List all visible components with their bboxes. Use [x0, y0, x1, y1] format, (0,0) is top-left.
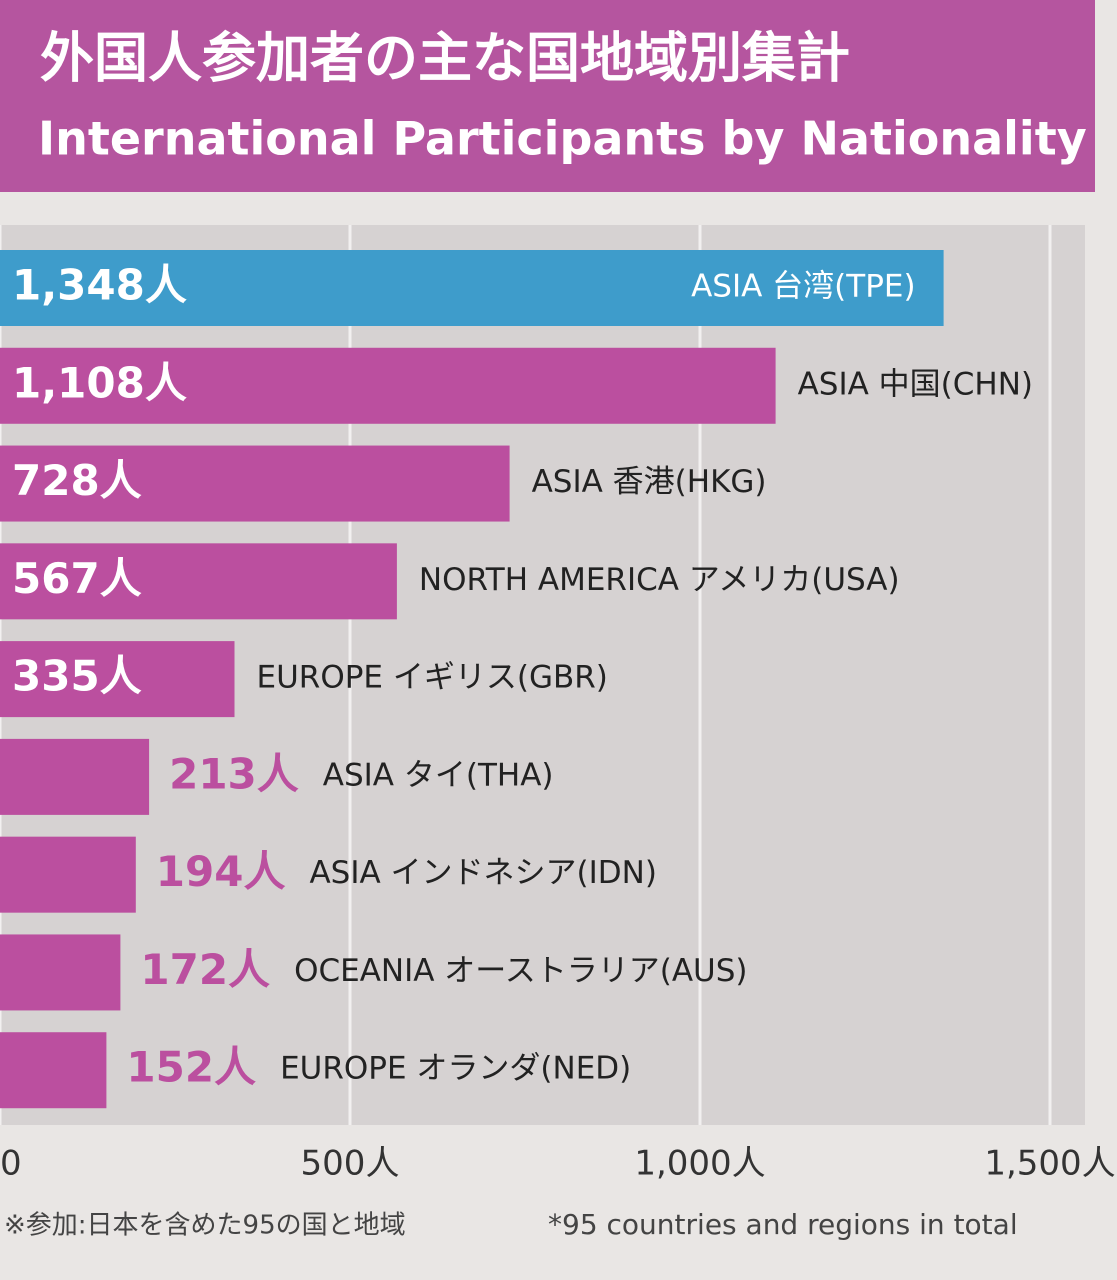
bar [0, 445, 510, 522]
category-label: ASIA 中国(CHN) [798, 366, 1033, 402]
x-tick-label: 1,000人 [634, 1144, 765, 1184]
value-label: 1,348人 [12, 261, 187, 310]
value-label: 1,108人 [12, 358, 187, 407]
footnote: *95 countries and regions in total [548, 1208, 1018, 1241]
value-label: 728人 [12, 456, 142, 505]
bar [0, 836, 136, 913]
header-band [0, 0, 1095, 192]
category-label: EUROPE イギリス(GBR) [257, 660, 608, 696]
bar [0, 543, 397, 620]
category-label: ASIA タイ(THA) [323, 757, 554, 793]
category-label: OCEANIA オーストラリア(AUS) [294, 953, 747, 989]
x-tick-label: 0 [0, 1144, 22, 1184]
chart-subtitle: International Participants by Nationalit… [38, 112, 1087, 166]
category-label: EUROPE オランダ(NED) [280, 1051, 631, 1087]
value-label: 567人 [12, 554, 142, 603]
category-label: ASIA 台湾(TPE) [691, 269, 916, 305]
bar [0, 1032, 107, 1109]
bar [0, 738, 150, 815]
chart-title: 外国人参加者の主な国地域別集計 [40, 27, 850, 90]
category-label: NORTH AMERICA アメリカ(USA) [419, 562, 900, 598]
x-tick-label: 500人 [301, 1144, 400, 1184]
bar [0, 250, 944, 326]
footnote: ※参加:日本を含めた95の国と地域 [4, 1211, 406, 1241]
bar [0, 641, 235, 718]
value-label: 152人 [126, 1043, 256, 1092]
x-tick-label: 1,500人 [984, 1144, 1115, 1184]
category-label: ASIA 香港(HKG) [532, 464, 767, 500]
bar [0, 347, 776, 424]
value-label: 194人 [156, 847, 286, 896]
value-label: 335人 [12, 652, 142, 701]
value-label: 213人 [169, 749, 299, 798]
category-label: ASIA インドネシア(IDN) [309, 855, 656, 891]
bar [0, 934, 121, 1011]
value-label: 172人 [140, 945, 270, 994]
